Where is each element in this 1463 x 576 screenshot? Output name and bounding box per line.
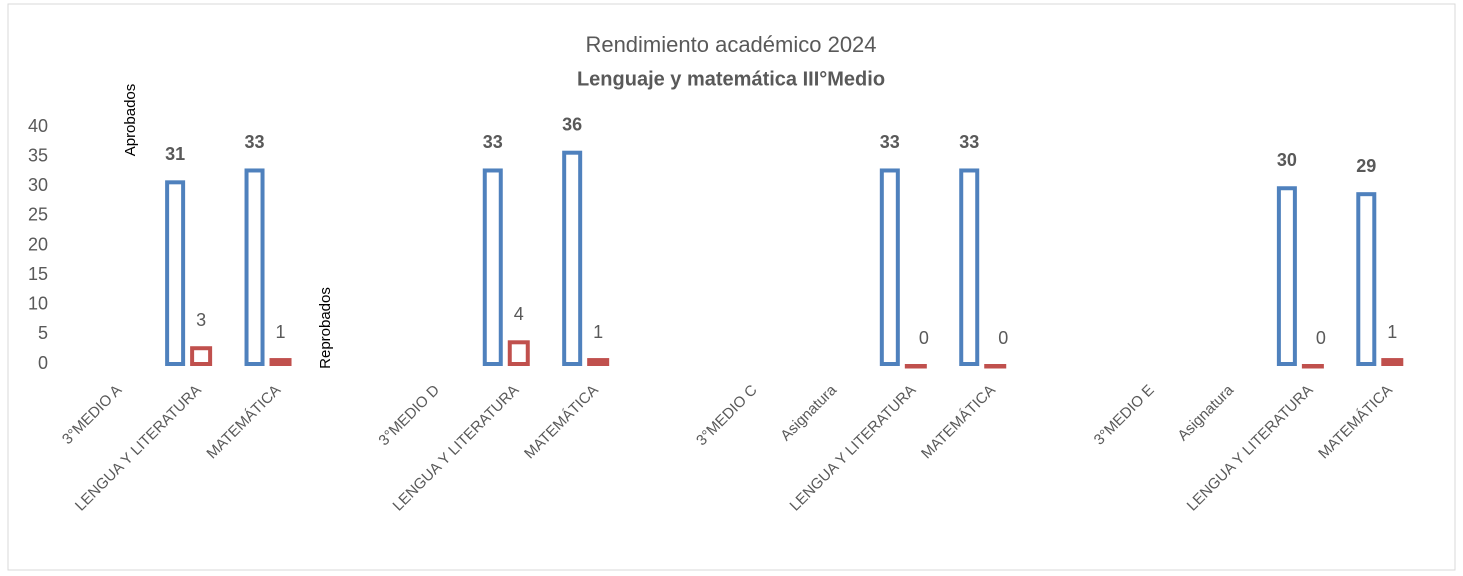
bar [959, 168, 980, 366]
annotation: Aprobados [122, 84, 139, 157]
bar [244, 168, 265, 366]
y-tick-label: 10 [28, 294, 48, 314]
data-label: 36 [562, 114, 582, 134]
data-label: 3 [196, 310, 206, 330]
bar [190, 346, 213, 367]
bar [1301, 364, 1324, 369]
y-tick-label: 15 [28, 264, 48, 284]
bar [587, 358, 610, 367]
data-label: 1 [593, 322, 603, 342]
bar [1356, 192, 1377, 366]
bar [984, 364, 1007, 369]
y-tick-label: 30 [28, 175, 48, 195]
annotation: Reprobados [317, 287, 334, 369]
y-tick-label: 40 [28, 116, 48, 136]
data-label: 0 [998, 328, 1008, 348]
data-label: 33 [245, 132, 265, 152]
data-label: 4 [514, 304, 524, 324]
data-label: 29 [1356, 156, 1376, 176]
data-label: 30 [1277, 150, 1297, 170]
bar [482, 168, 503, 366]
y-tick-label: 5 [38, 323, 48, 343]
bar [879, 168, 900, 366]
data-label: 33 [959, 132, 979, 152]
bar [562, 150, 583, 366]
bar [165, 180, 186, 366]
chart-title: Rendimiento académico 2024 [585, 32, 876, 57]
data-label: 33 [483, 132, 503, 152]
data-label: 31 [165, 144, 185, 164]
bar [1276, 186, 1297, 366]
bar [507, 340, 530, 366]
y-tick-label: 20 [28, 234, 48, 254]
data-label: 33 [880, 132, 900, 152]
y-tick-label: 25 [28, 205, 48, 225]
y-tick-label: 35 [28, 145, 48, 165]
data-label: 1 [1387, 322, 1397, 342]
data-label: 0 [919, 328, 929, 348]
bar [269, 358, 292, 367]
y-tick-label: 0 [38, 353, 48, 373]
bar [1381, 358, 1404, 367]
data-label: 1 [276, 322, 286, 342]
chart-subtitle: Lenguaje y matemática III°Medio [577, 68, 885, 90]
bar [904, 364, 927, 369]
data-label: 0 [1316, 328, 1326, 348]
